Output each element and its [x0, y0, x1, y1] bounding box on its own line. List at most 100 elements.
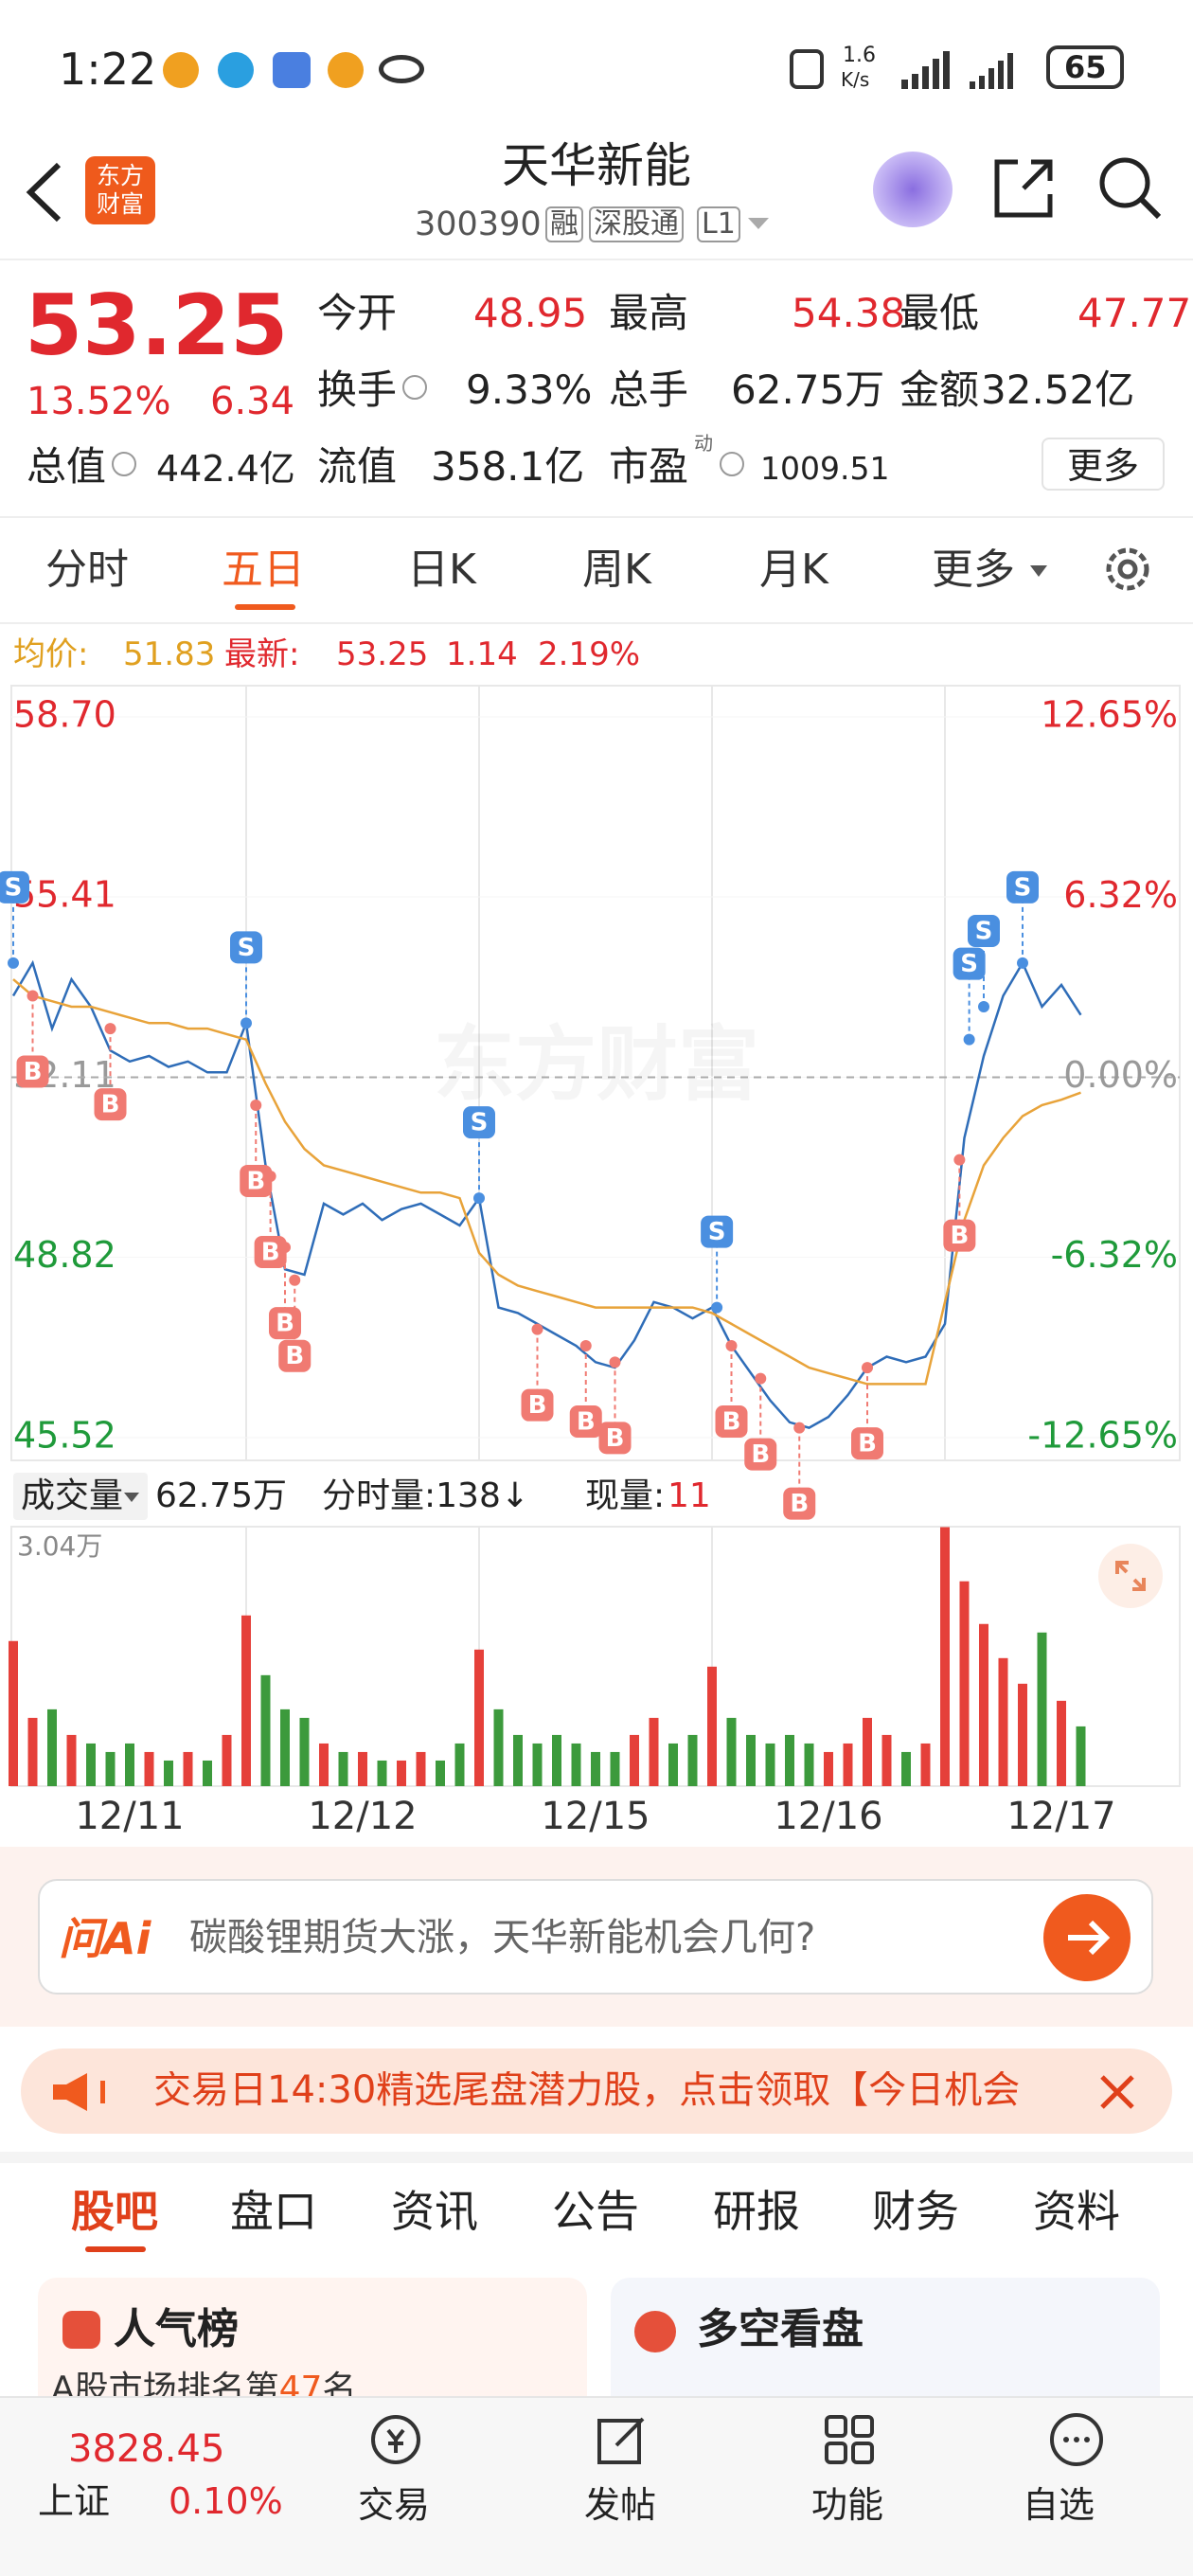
y-tick-label: 48.82: [13, 1234, 116, 1276]
index-value[interactable]: 3828.45: [68, 2427, 225, 2471]
signal-badge: [521, 1388, 554, 1422]
volume-bar: [241, 1615, 251, 1786]
badge: 融: [545, 206, 583, 242]
signal-label: B: [790, 1490, 809, 1518]
back-button[interactable]: [23, 161, 70, 224]
y-tick-label: 58.70: [13, 694, 116, 736]
settings-button[interactable]: [1098, 540, 1157, 599]
y-tick-label: 55.41: [13, 873, 116, 915]
nav-item[interactable]: 发帖: [584, 2484, 657, 2526]
period-tab[interactable]: 周K: [582, 546, 651, 594]
signal-label: S: [471, 1109, 489, 1137]
field-label: 总手: [609, 367, 689, 413]
card-icon: [634, 2311, 676, 2352]
period-tab[interactable]: 日K: [407, 546, 476, 594]
nfc-icon: [790, 49, 824, 89]
nav-item[interactable]: 交易: [358, 2484, 431, 2526]
section-tab[interactable]: 资料: [1033, 2186, 1120, 2237]
net-speed-unit: K/s: [841, 68, 870, 91]
field-label: 今开: [317, 290, 398, 336]
divider: [0, 259, 1193, 260]
net-speed: 1.6: [843, 44, 876, 67]
battery-level: 65: [1064, 49, 1107, 85]
ai-prompt[interactable]: 碳酸锂期货大涨，天华新能机会几何?: [189, 1916, 816, 1959]
section-tab[interactable]: 公告: [552, 2186, 639, 2237]
volume-bar: [436, 1760, 445, 1786]
x-tick-label: 12/11: [75, 1795, 184, 1838]
index-name[interactable]: 上证: [38, 2480, 111, 2522]
ai-robot[interactable]: [873, 152, 953, 227]
close-banner[interactable]: [1096, 2071, 1138, 2113]
megaphone-icon: [53, 2073, 105, 2111]
volume-bar: [863, 1717, 872, 1786]
info-icon[interactable]: [112, 452, 136, 476]
volume-bar: [687, 1734, 698, 1786]
volume-bar: [901, 1751, 911, 1786]
nav-item[interactable]: 自选: [1023, 2484, 1095, 2526]
trade-icon[interactable]: [367, 2411, 424, 2468]
ai-input[interactable]: [38, 1879, 1153, 1995]
volume-bar: [1057, 1700, 1066, 1786]
signal-badge: [1006, 870, 1039, 903]
signal-dot: [240, 1017, 252, 1029]
volume-bar: [610, 1751, 620, 1786]
signal-label: S: [5, 873, 23, 902]
signal-dot: [579, 1339, 592, 1351]
dropdown-arrow[interactable]: [746, 214, 771, 233]
ai-submit[interactable]: [1042, 1892, 1132, 1983]
section-tab[interactable]: 资讯: [391, 2186, 478, 2237]
status-icon: [218, 52, 254, 88]
period-tab[interactable]: 月K: [759, 546, 828, 594]
info-icon[interactable]: [720, 452, 744, 476]
field-value: 358.1亿: [431, 443, 585, 490]
nav-item[interactable]: 功能: [811, 2484, 884, 2526]
expand-button[interactable]: [1096, 1542, 1165, 1610]
volume-bar: [260, 1674, 271, 1786]
signal-badge: [569, 1404, 602, 1438]
dropdown-arrow: [124, 1493, 139, 1502]
volume-bar: [785, 1734, 794, 1786]
active-underline: [235, 604, 295, 610]
status-icon: [163, 52, 199, 88]
tick-volume: 分时量:138↓: [322, 1476, 530, 1515]
volume-label[interactable]: 成交量: [21, 1476, 124, 1515]
volume-bar: [125, 1743, 134, 1786]
signal-badge: [278, 1339, 312, 1372]
search-button[interactable]: [1096, 154, 1165, 223]
more-button[interactable]: 更多: [1042, 438, 1165, 491]
volume-bar: [319, 1743, 329, 1786]
period-tab[interactable]: 分时: [45, 546, 129, 594]
y2-tick-label: 0.00%: [1063, 1054, 1178, 1096]
field-sup: 动: [694, 432, 713, 455]
volume-bar: [454, 1743, 465, 1786]
signal-label: B: [101, 1091, 120, 1119]
badge: L1: [697, 206, 740, 242]
volume-bar: [824, 1751, 833, 1786]
share-button[interactable]: [989, 154, 1058, 223]
volume-bar: [668, 1743, 678, 1786]
signal-label: S: [960, 950, 978, 978]
section-tab[interactable]: 研报: [713, 2186, 800, 2237]
function-icon[interactable]: [821, 2411, 878, 2468]
section-tab[interactable]: 股吧: [71, 2186, 158, 2237]
last-change-pct: 2.19%: [538, 635, 641, 673]
field-label: 换手: [317, 367, 398, 413]
period-tab[interactable]: 五日: [222, 546, 305, 594]
signal-dot: [473, 1192, 485, 1205]
signal-badge: [269, 1307, 301, 1340]
index-change[interactable]: 0.10%: [169, 2480, 283, 2522]
current-volume: 11: [668, 1476, 711, 1515]
section-tab[interactable]: 盘口: [230, 2186, 317, 2237]
volume-selector[interactable]: [13, 1473, 148, 1520]
stock-code: 300390: [415, 206, 542, 243]
volume-bar: [571, 1743, 581, 1786]
section-tab[interactable]: 财务: [872, 2186, 959, 2237]
period-tab[interactable]: 更多: [932, 546, 1015, 594]
field-value: 1009.51: [760, 450, 890, 487]
post-icon[interactable]: [594, 2411, 650, 2468]
watchlist-icon[interactable]: [1048, 2411, 1105, 2468]
info-icon[interactable]: [402, 375, 427, 400]
promo-banner[interactable]: 交易日14:30精选尾盘潜力股，点击领取【今日机会: [21, 2048, 1172, 2134]
volume-bar: [474, 1649, 484, 1786]
signal-badge: [715, 1404, 748, 1438]
